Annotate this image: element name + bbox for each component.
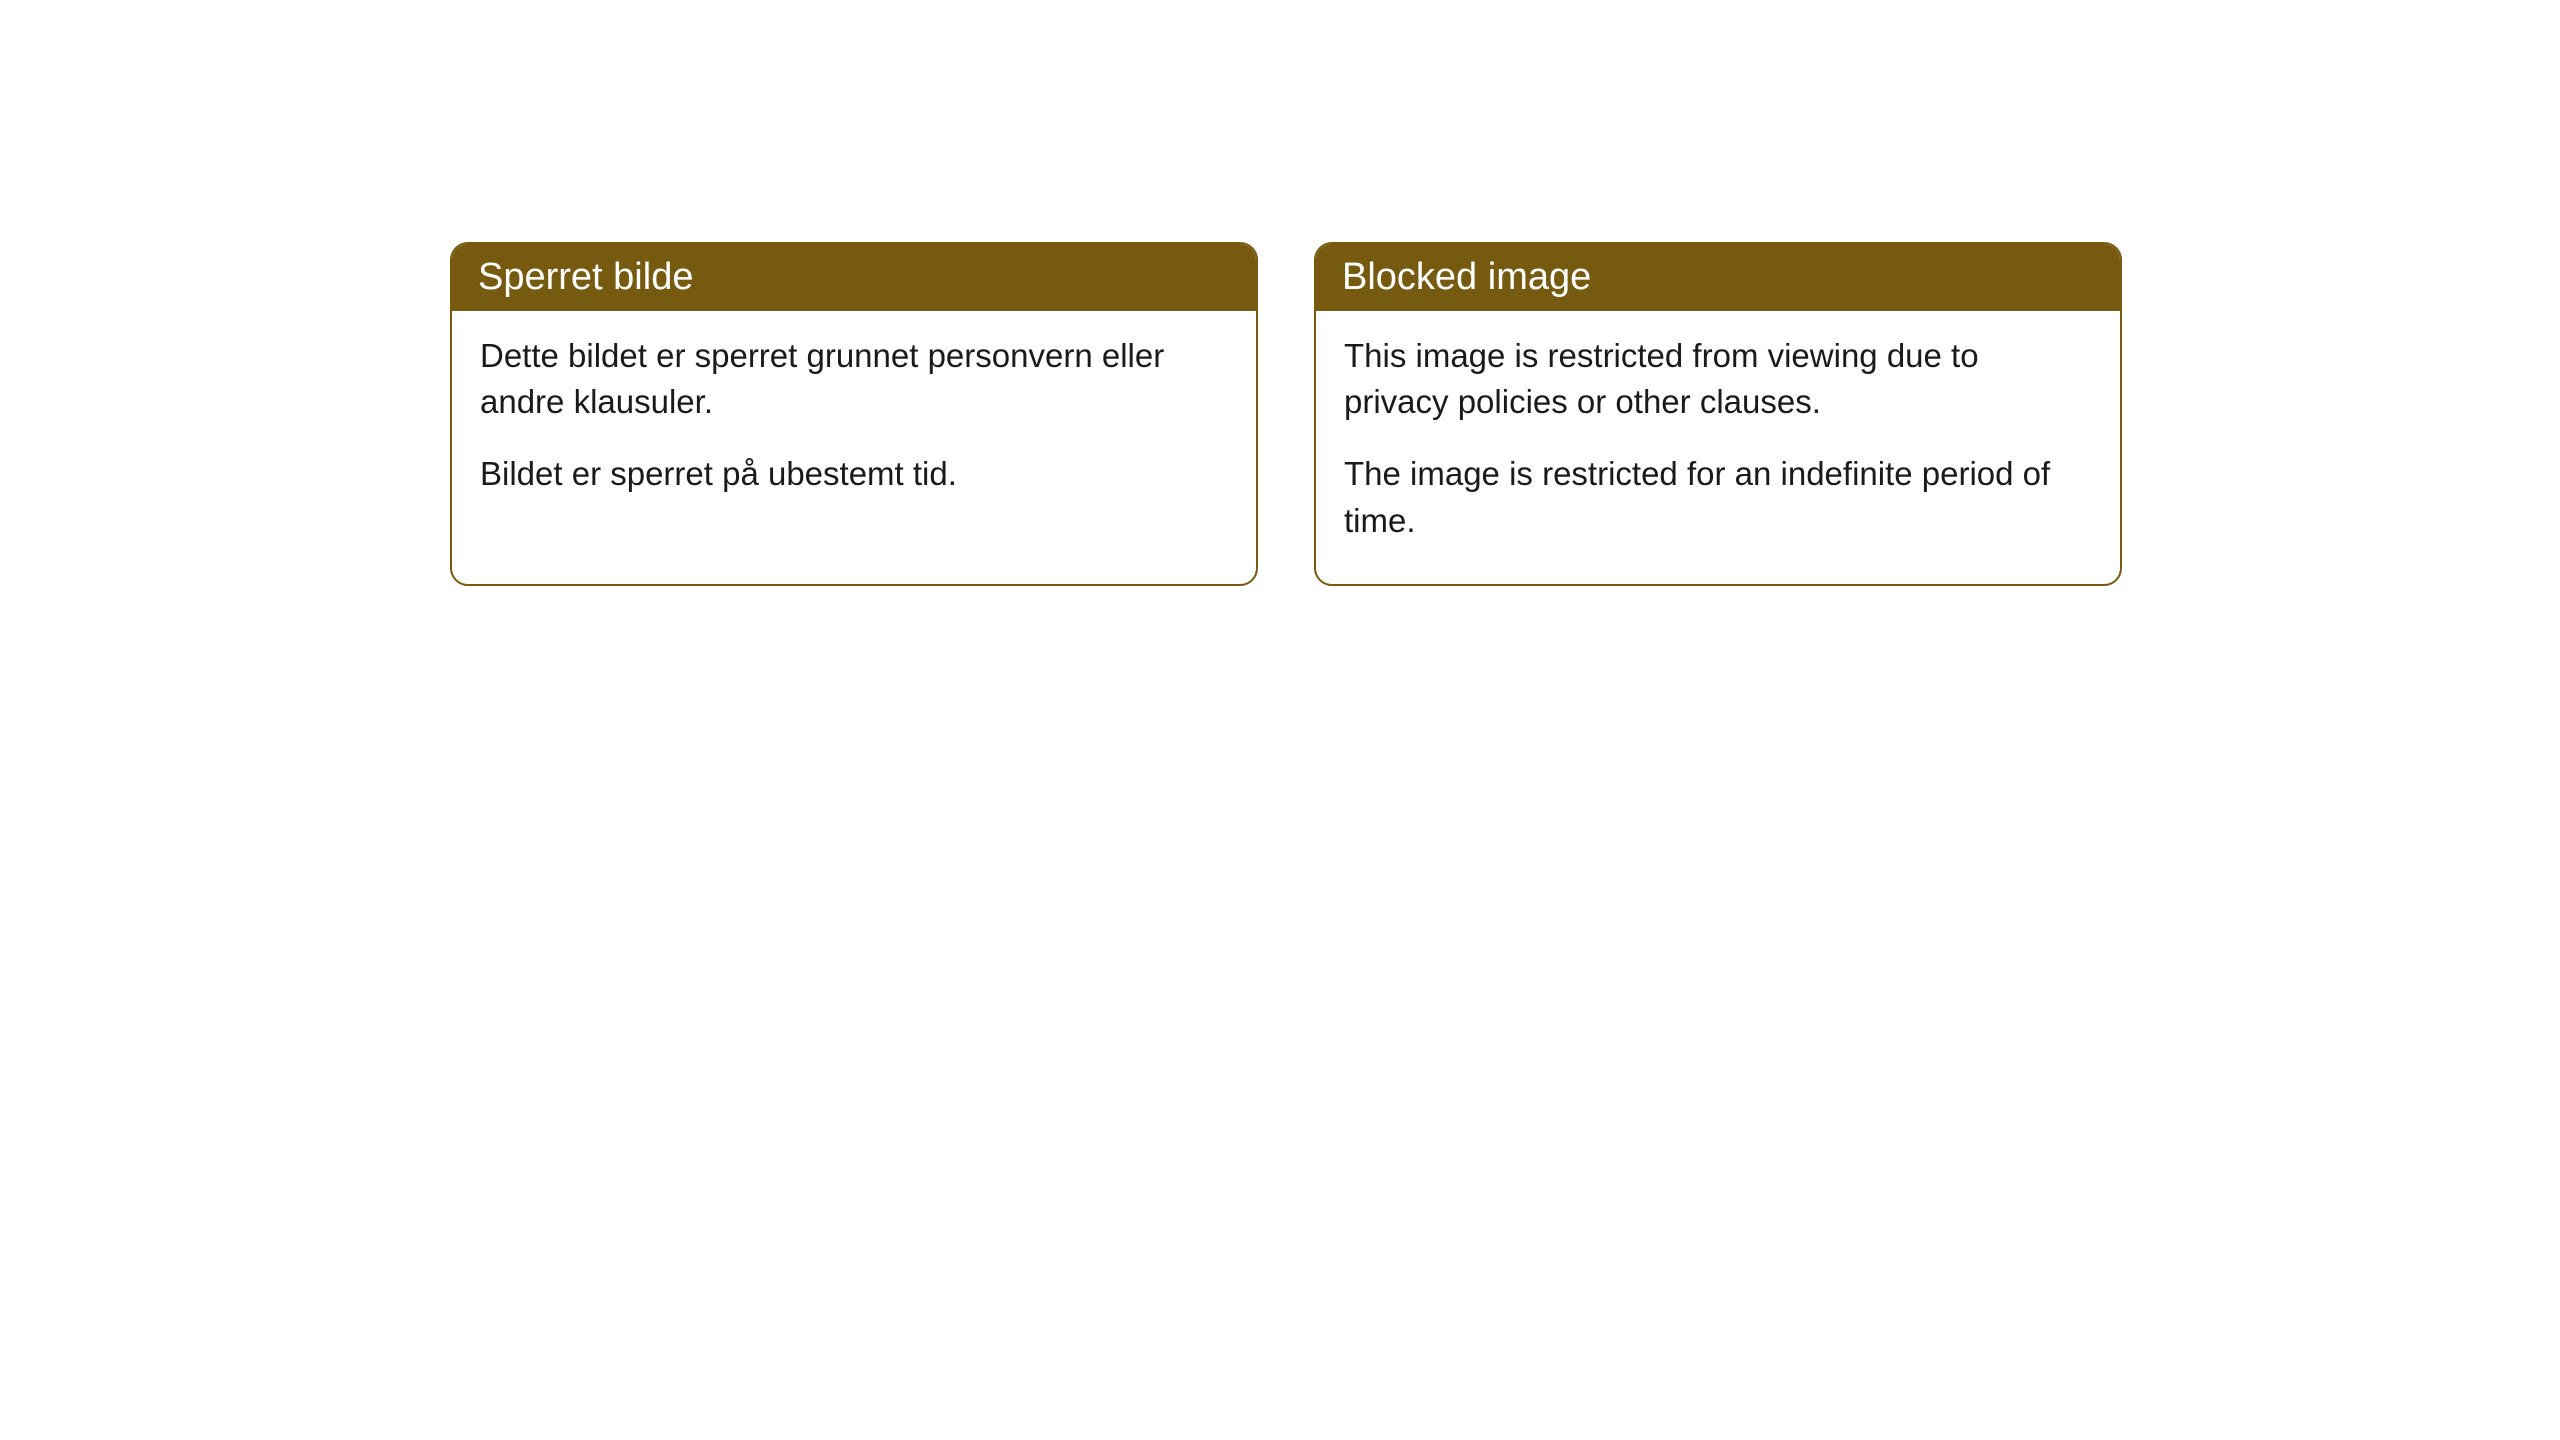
card-paragraph: Bildet er sperret på ubestemt tid. <box>480 451 1228 497</box>
card-paragraph: Dette bildet er sperret grunnet personve… <box>480 333 1228 425</box>
card-body: Dette bildet er sperret grunnet personve… <box>452 311 1256 538</box>
blocked-image-card-norwegian: Sperret bilde Dette bildet er sperret gr… <box>450 242 1258 586</box>
card-header: Sperret bilde <box>452 244 1256 311</box>
card-title: Sperret bilde <box>478 256 693 298</box>
card-paragraph: This image is restricted from viewing du… <box>1344 333 2092 425</box>
blocked-image-card-english: Blocked image This image is restricted f… <box>1314 242 2122 586</box>
card-paragraph: The image is restricted for an indefinit… <box>1344 451 2092 543</box>
notice-cards-container: Sperret bilde Dette bildet er sperret gr… <box>450 242 2560 586</box>
card-body: This image is restricted from viewing du… <box>1316 311 2120 584</box>
card-header: Blocked image <box>1316 244 2120 311</box>
card-title: Blocked image <box>1342 256 1591 298</box>
